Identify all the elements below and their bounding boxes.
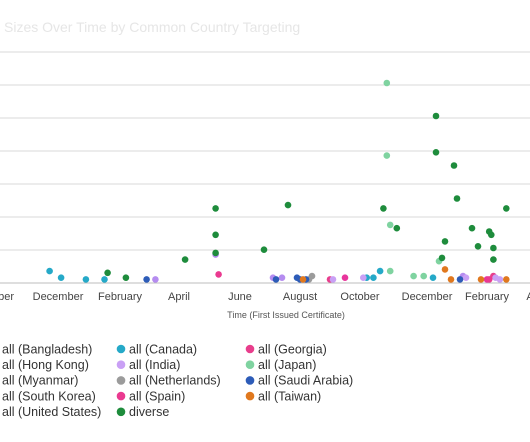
data-point (57, 274, 65, 282)
data-point (441, 238, 449, 245)
x-axis-title: Time (First Issued Certificate) (227, 310, 345, 320)
data-point (393, 224, 401, 232)
data-point (477, 276, 485, 283)
data-point (386, 221, 394, 229)
legend-marker (245, 391, 255, 401)
data-point (143, 276, 150, 283)
data-point (370, 274, 377, 282)
data-point (46, 267, 53, 275)
data-point (474, 243, 482, 250)
data-point (386, 267, 394, 275)
x-tick-label: ober (0, 291, 14, 303)
data-point (329, 276, 337, 283)
data-point (104, 269, 111, 277)
legend-item-label: all (South Korea) (2, 389, 96, 403)
data-point (215, 271, 222, 278)
legend-item-label: all (Georgia) (258, 342, 327, 356)
data-point (260, 246, 268, 253)
data-point (488, 231, 495, 239)
legend-item-label: all (Taiwan) (258, 389, 321, 403)
x-tick-label: June (228, 291, 252, 303)
legend: all (Bangladesh) all (Canada) all (Georgia… (2, 342, 353, 419)
x-tick-label: October (340, 291, 379, 303)
data-point (380, 205, 387, 212)
data-points (46, 79, 510, 283)
data-point (432, 149, 440, 156)
data-point (299, 276, 307, 283)
data-point (284, 201, 292, 209)
data-point (438, 254, 446, 262)
data-point (447, 276, 455, 283)
legend-marker (245, 376, 255, 385)
data-point (462, 274, 470, 282)
data-point (278, 274, 286, 282)
x-tick-label: A (526, 291, 530, 303)
data-point (432, 112, 440, 120)
legend-item-label: all (United States) (2, 405, 101, 419)
data-point (212, 249, 219, 257)
data-point (456, 276, 464, 283)
x-tick-label: April (168, 291, 190, 303)
legend-item-label: all (Netherlands) (129, 374, 221, 388)
legend-item-label: all (India) (129, 358, 180, 372)
data-point (152, 276, 159, 283)
data-point (420, 272, 428, 280)
data-point (485, 276, 493, 283)
legend-item-label: all (Saudi Arabia) (258, 374, 353, 388)
x-tick-label: February (465, 291, 510, 303)
legend-item-label: all (Bangladesh) (2, 342, 92, 356)
legend-item-label: all (Myanmar) (2, 374, 78, 388)
data-point (122, 274, 130, 282)
data-point (383, 79, 391, 87)
data-point (181, 256, 189, 263)
legend-marker (116, 344, 126, 354)
data-point (341, 274, 349, 282)
data-point (410, 272, 417, 280)
data-point (503, 205, 510, 212)
legend-marker (116, 407, 126, 417)
x-tick-label: December (33, 291, 84, 303)
data-point (490, 256, 497, 263)
data-point (468, 224, 476, 232)
legend-item-label: all (Hong Kong) (2, 358, 89, 372)
data-point (450, 162, 458, 169)
x-axis-ticks: ober December February April June August Octob… (0, 291, 530, 303)
legend-item-label: diverse (129, 405, 169, 419)
legend-marker (116, 391, 126, 401)
x-tick-label: February (98, 291, 143, 303)
data-point (360, 274, 367, 282)
data-point (272, 276, 280, 283)
chart-title: Sizes Over Time by Common Country Target… (4, 19, 301, 35)
data-point (212, 231, 219, 239)
x-tick-label: August (283, 291, 317, 303)
data-point (441, 266, 449, 273)
legend-marker (245, 344, 255, 354)
data-point (429, 274, 437, 282)
data-point (212, 205, 219, 212)
legend-item-label: all (Spain) (129, 389, 185, 403)
data-point (82, 276, 90, 283)
data-point (453, 195, 461, 202)
legend-marker (116, 360, 126, 370)
data-point (490, 244, 497, 252)
x-tick-label: December (402, 291, 453, 303)
data-point (101, 276, 108, 283)
data-point (376, 267, 384, 275)
legend-item-label: all (Canada) (129, 342, 197, 356)
data-point (383, 152, 391, 159)
data-point (503, 276, 510, 283)
legend-marker (116, 376, 126, 385)
legend-item-label: all (Japan) (258, 358, 316, 372)
legend-marker (245, 360, 255, 370)
data-point (496, 276, 504, 283)
